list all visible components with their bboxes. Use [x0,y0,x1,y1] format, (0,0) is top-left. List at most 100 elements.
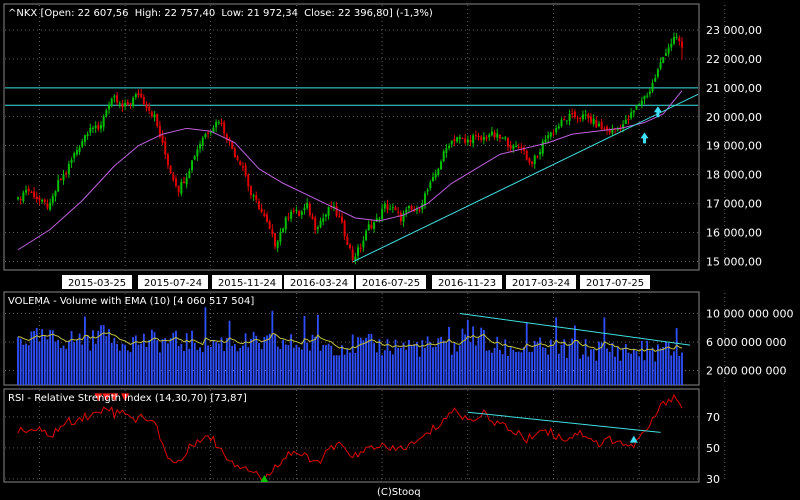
candle-body [544,139,547,143]
volume-bar [448,326,450,385]
candle-body [581,114,584,120]
candle-body [509,145,512,149]
candle-body [132,97,135,106]
volume-bar [681,352,683,385]
volume-bar [274,334,276,385]
candle-body [263,213,266,217]
volume-bar [501,354,504,385]
candle-body [528,158,531,163]
candle-body [105,110,108,117]
rsi-y-tick-label: 30 [706,473,720,486]
volume-bar [632,348,635,385]
volume-bar [335,355,338,385]
candle-body [421,203,424,210]
volume-bar [132,337,135,385]
candle-body [65,172,68,174]
volume-bar [314,336,317,385]
volume-bar [244,333,247,385]
candle-body [646,95,649,97]
candle-body [391,207,394,209]
volume-bar [201,352,204,385]
candle-body [83,135,86,142]
volume-bar [402,342,405,385]
price-grid [5,5,726,269]
candle-body [319,220,322,227]
candle-body [515,145,517,147]
volume-bar [239,347,242,385]
volume-bar [223,351,226,385]
volume-bar [491,352,493,385]
candle-body [627,118,630,120]
volume-bar [565,357,568,385]
volume-bar [86,335,89,385]
candle-body [102,116,105,127]
candle-body [174,178,177,186]
candle-body [118,103,121,105]
volume-bar [437,338,440,385]
candle-body [670,43,673,48]
candle-body [241,166,244,168]
candle-body [199,144,202,149]
volume-bar [627,352,630,385]
candle-body [595,120,598,128]
volume-bar [464,334,467,385]
candlesticks [17,32,683,265]
volume-bar [429,342,432,385]
volume-bar [349,352,351,385]
candle-body [279,232,282,242]
volume-bar [640,340,643,385]
volume-bar [108,329,110,385]
candle-body [212,127,215,132]
x-tick-label: 2015-11-24 [218,278,276,289]
candle-body [402,213,405,222]
candle-body [193,156,196,160]
candle-body [129,103,132,105]
candle-body [70,159,73,164]
price-horizontal-lines [5,87,698,106]
candle-body [108,104,111,110]
volume-bar [517,351,520,385]
volume-trendline [459,312,691,346]
down-arrow-icon [110,393,119,402]
candle-body [488,134,491,138]
volume-bar [161,339,164,385]
volume-bar [383,350,386,385]
candle-body [681,41,683,48]
volume-bar [477,337,480,385]
candle-body [110,98,113,106]
candle-body [260,208,263,212]
candle-body [300,211,303,215]
volume-bar [169,338,172,385]
up-arrow-icon [629,435,638,443]
candle-body [549,132,552,137]
volume-bar [177,346,180,385]
volume-bar [255,335,258,385]
candle-body [410,205,413,210]
volume-bar [469,342,472,385]
candle-body [89,127,92,133]
trendline [352,93,699,263]
price-panel-frame [3,3,700,271]
volume-bar [303,315,306,385]
volume-bar [327,343,330,385]
candle-body [458,137,461,140]
volume-bar [397,347,400,385]
volume-bar [134,335,137,385]
x-tick-label-box [138,275,208,289]
candle-body [340,216,343,223]
volume-bar [659,348,662,385]
volume-bar [276,346,279,385]
candle-body [346,236,349,245]
volume-bar [453,343,456,385]
volume-bar [367,333,370,385]
price-y-tick-label: 22 000,00 [706,53,762,66]
rsi-arrows [94,393,638,482]
candle-body [204,134,207,138]
volume-bar [557,353,560,385]
volume-bar [499,349,501,385]
volume-bar [434,346,437,385]
volume-bar [375,352,378,385]
volume-bar [30,331,33,385]
candle-body [166,154,169,166]
up-arrow-icon [260,475,269,482]
